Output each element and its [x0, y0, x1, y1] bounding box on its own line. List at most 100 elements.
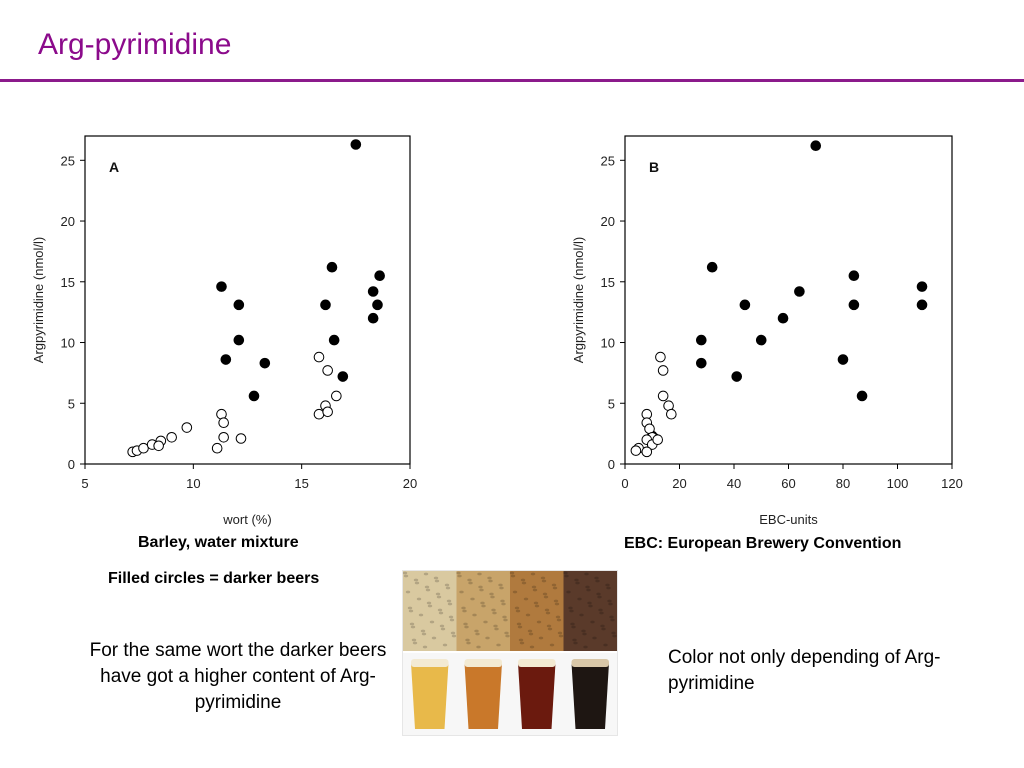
chart-b-filled-point — [696, 357, 707, 369]
malt-grain — [554, 602, 560, 606]
malt-grain — [594, 576, 599, 580]
chart-a-y-tick-label: 5 — [68, 396, 75, 411]
scatter-chart-b: 0 20 40 60 80 100 120 0 5 10 15 20 25 EBC-units Argpyr… — [568, 130, 988, 535]
legend-note: Filled circles = darker beers — [108, 570, 320, 587]
malt-grain — [552, 586, 558, 590]
chart-a-filled-point — [248, 390, 260, 402]
malt-grain — [411, 638, 417, 642]
malt-grain — [518, 638, 524, 642]
malt-grain — [447, 602, 453, 606]
malt-grain — [521, 581, 527, 585]
chart-a-caption: Barley, water mixture — [138, 534, 299, 551]
malt-grain — [422, 645, 428, 649]
malt-grain — [583, 645, 588, 649]
malt-grain — [425, 588, 431, 592]
malt-grain — [571, 625, 576, 629]
chart-b-filled-point — [848, 299, 860, 311]
chart-a-filled-point — [216, 281, 227, 292]
malt-grain — [423, 572, 429, 576]
chart-b-x-tick-label: 80 — [836, 476, 850, 491]
malt-grain — [433, 576, 439, 580]
malt-grain — [546, 624, 552, 628]
malt-grain — [582, 632, 587, 636]
malt-sample-2 — [456, 571, 510, 651]
malt-grain — [570, 622, 575, 626]
malt-grain — [491, 608, 496, 612]
malt-grain — [586, 588, 591, 592]
scatter-chart-a: 5 10 15 20 0 5 10 15 20 25 wort (%) Argpyrimidine (… — [28, 130, 428, 535]
beer-photo-svg — [402, 571, 617, 735]
malt-grain — [611, 631, 616, 635]
malt-grain — [500, 599, 505, 603]
malt-grain — [534, 604, 540, 608]
malt-grain — [572, 638, 577, 642]
chart-a-filled-point — [233, 334, 245, 346]
malt-grain — [472, 613, 477, 617]
malt-grain — [527, 629, 533, 633]
malt-grain — [407, 606, 413, 610]
beer-foam — [464, 659, 502, 667]
chart-a-filled-point — [320, 299, 331, 311]
chart-a-open-point — [138, 442, 149, 454]
chart-b-x-tick-label: 120 — [941, 476, 963, 491]
malt-grain — [605, 583, 610, 587]
note-left: For the same wort the darker beers have … — [89, 640, 387, 713]
chart-a-open-point — [313, 408, 325, 420]
malt-grain — [435, 592, 441, 596]
malt-grain — [577, 597, 582, 601]
malt-grain — [492, 611, 497, 615]
malt-grain — [601, 627, 606, 631]
beer-glass-3 — [518, 663, 556, 729]
malt-grain — [429, 620, 435, 624]
malt-grain — [450, 631, 456, 635]
malt-grain — [410, 625, 416, 629]
beer-glass-1 — [411, 663, 449, 729]
malt-grain — [436, 595, 442, 599]
malt-grain — [569, 609, 574, 613]
chart-a-filled-point — [220, 354, 232, 365]
malt-grain — [488, 579, 493, 583]
malt-grain — [564, 574, 569, 578]
malt-grain — [448, 615, 454, 619]
chart-b-open-point — [655, 351, 666, 363]
malt-grain — [476, 645, 481, 649]
malt-grain — [493, 624, 498, 628]
malt-grain — [533, 601, 539, 605]
chart-b-y-tick-label: 0 — [608, 457, 615, 472]
malt-grain — [529, 645, 535, 649]
malt-grain — [584, 572, 589, 576]
malt-grain — [498, 583, 503, 587]
chart-a-x-axis-label: wort (%) — [222, 512, 271, 527]
malt-grain — [549, 643, 555, 647]
malt-sample-4 — [563, 571, 617, 651]
malt-grain — [496, 643, 501, 647]
malt-grain — [412, 641, 418, 645]
chart-a-open-point — [322, 406, 333, 418]
beer-foam — [411, 659, 449, 667]
malt-grain — [478, 585, 483, 589]
malt-grain — [463, 622, 468, 626]
malt-sample-1 — [403, 571, 457, 651]
malt-grain — [457, 574, 462, 578]
malt-grain — [563, 571, 568, 575]
malt-grain — [499, 586, 504, 590]
chart-a-open-point — [211, 442, 223, 454]
malt-grain — [541, 579, 547, 583]
malt-grain — [477, 572, 482, 576]
malt-grain — [538, 636, 544, 640]
chart-a-y-tick-label: 10 — [61, 336, 75, 351]
chart-a-open-point — [166, 431, 177, 443]
malt-grain — [485, 636, 490, 640]
chart-a-filled-point — [233, 299, 245, 311]
malt-grain — [489, 592, 494, 596]
chart-b-x-tick-label: 100 — [887, 476, 909, 491]
chart-b-open-point — [652, 434, 663, 446]
malt-grain — [427, 604, 433, 608]
malt-grain — [405, 590, 411, 594]
chart-b-filled-point — [777, 312, 789, 324]
malt-grain — [592, 636, 597, 640]
chart-a-filled-point — [374, 270, 385, 282]
malt-grain — [475, 632, 480, 636]
malt-grain — [439, 624, 445, 628]
malt-grain — [490, 595, 495, 599]
